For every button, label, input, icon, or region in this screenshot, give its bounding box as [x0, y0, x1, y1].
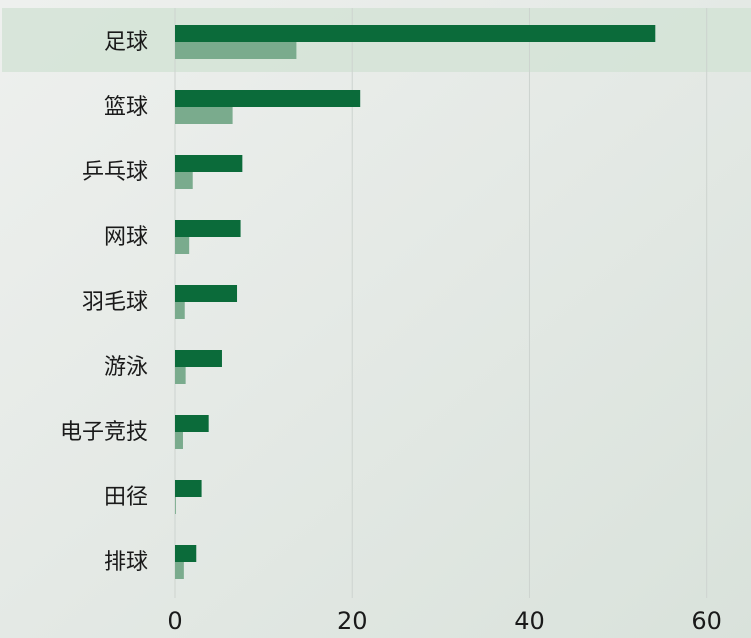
- bar: [175, 415, 209, 432]
- bar: [175, 90, 360, 107]
- y-tick-label: 田径: [104, 485, 148, 510]
- bar: [175, 285, 237, 302]
- x-tick-label: 20: [337, 607, 368, 635]
- bar: [175, 367, 186, 384]
- bar: [175, 562, 184, 579]
- bar: [175, 107, 233, 124]
- y-tick-label: 篮球: [104, 95, 148, 120]
- chart: 0 20 40 60 足球篮球乒乓球网球羽毛球游泳电子竞技田径排球: [0, 0, 751, 638]
- bar: [175, 545, 196, 562]
- x-tick-label: 40: [514, 607, 545, 635]
- bar: [175, 237, 189, 254]
- y-tick-label: 电子竞技: [60, 420, 148, 445]
- y-tick-label: 乒乓球: [82, 160, 148, 185]
- y-tick-label: 羽毛球: [82, 290, 148, 315]
- y-tick-label: 排球: [104, 550, 148, 575]
- bar: [175, 220, 241, 237]
- bar: [175, 302, 185, 319]
- x-tick-label: 60: [691, 607, 722, 635]
- bar: [175, 25, 655, 42]
- y-tick-label: 游泳: [104, 355, 148, 380]
- bar: [175, 350, 222, 367]
- bar: [175, 42, 296, 59]
- y-tick-label: 足球: [104, 30, 148, 55]
- bar: [175, 155, 242, 172]
- bar: [175, 497, 176, 514]
- bar: [175, 172, 193, 189]
- y-tick-label: 网球: [104, 225, 148, 250]
- bar: [175, 432, 183, 449]
- x-tick-label: 0: [167, 607, 182, 635]
- bar: [175, 480, 202, 497]
